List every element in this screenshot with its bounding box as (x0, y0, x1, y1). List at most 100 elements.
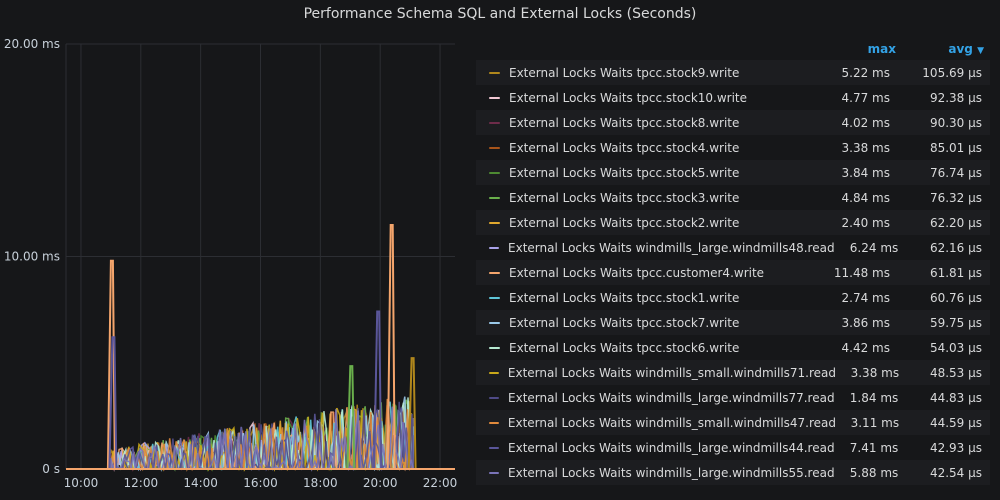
series-color-swatch[interactable] (489, 271, 500, 274)
legend-item[interactable]: External Locks Waits tpcc.stock4.write 3.… (476, 135, 990, 160)
series-avg: 62.20 µs (929, 215, 982, 230)
series-name[interactable]: External Locks Waits tpcc.stock7.write (509, 315, 740, 330)
series-color-swatch[interactable] (489, 396, 500, 399)
legend-item[interactable]: External Locks Waits tpcc.stock7.write 3.… (476, 310, 990, 335)
series-color-swatch[interactable] (489, 196, 500, 199)
series-name[interactable]: External Locks Waits tpcc.stock8.write (509, 115, 740, 130)
series-color-swatch[interactable] (489, 96, 500, 99)
series-avg: 54.03 µs (929, 340, 982, 355)
legend-item[interactable]: External Locks Waits windmills_small.win… (476, 410, 990, 435)
series-avg: 105.69 µs (922, 65, 982, 80)
legend-table: max avg ▼ External Locks Waits tpcc.stoc… (476, 38, 990, 485)
legend-rows: External Locks Waits tpcc.stock9.write 5.… (476, 60, 990, 485)
series-max: 3.86 ms (841, 315, 890, 330)
series-name[interactable]: External Locks Waits windmills_large.win… (508, 390, 835, 405)
legend-item[interactable]: External Locks Waits windmills_large.win… (476, 235, 990, 260)
panel-title: Performance Schema SQL and External Lock… (303, 6, 697, 22)
legend-item[interactable]: External Locks Waits tpcc.stock8.write 4.… (476, 110, 990, 135)
series-avg: 90.30 µs (929, 115, 982, 130)
legend-item[interactable]: External Locks Waits windmills_small.win… (476, 360, 990, 385)
series-name[interactable]: External Locks Waits tpcc.stock10.write (509, 90, 748, 105)
legend-item[interactable]: External Locks Waits windmills_large.win… (476, 385, 990, 410)
series-max: 11.48 ms (833, 265, 890, 280)
series-avg: 59.75 µs (929, 315, 982, 330)
series-max: 3.38 ms (850, 365, 900, 380)
series-max: 7.41 ms (849, 440, 899, 455)
series-max: 2.74 ms (841, 290, 890, 305)
series-avg: 44.59 µs (929, 415, 982, 430)
series-name[interactable]: External Locks Waits tpcc.stock4.write (509, 140, 740, 155)
x-tick-label: 14:00 (183, 476, 218, 490)
max-column-header[interactable]: max (867, 42, 896, 56)
series-avg: 76.74 µs (929, 165, 982, 180)
series-name[interactable]: External Locks Waits tpcc.stock5.write (509, 165, 740, 180)
series-max: 3.84 ms (841, 165, 890, 180)
series-name[interactable]: External Locks Waits windmills_small.win… (507, 365, 837, 380)
time-series-chart[interactable]: 0 s 10.00 ms 20.00 ms 10:00 12:00 14:00 16:00 1… (0, 30, 470, 490)
y-tick-label: 10.00 ms (4, 250, 60, 264)
legend-item[interactable]: External Locks Waits tpcc.stock1.write 2.… (476, 285, 990, 310)
chevron-down-icon: ▼ (977, 46, 984, 56)
series-max: 4.42 ms (841, 340, 890, 355)
series-color-swatch[interactable] (489, 246, 500, 249)
series-color-swatch[interactable] (489, 346, 500, 349)
series-max: 4.77 ms (841, 90, 890, 105)
series-avg: 92.38 µs (929, 90, 982, 105)
series-color-swatch[interactable] (489, 221, 500, 224)
series-peak (386, 224, 396, 470)
series-peak (108, 336, 118, 470)
x-tick-label: 12:00 (124, 476, 159, 490)
series-name[interactable]: External Locks Waits windmills_large.win… (508, 440, 835, 455)
series-avg: 85.01 µs (929, 140, 982, 155)
series-name[interactable]: External Locks Waits tpcc.stock9.write (509, 65, 740, 80)
series-color-swatch[interactable] (489, 421, 499, 424)
series-max: 4.84 ms (841, 190, 890, 205)
y-tick-label: 0 s (42, 462, 60, 476)
series-avg: 44.83 µs (929, 390, 982, 405)
legend-item[interactable]: External Locks Waits tpcc.stock9.write 5.… (476, 60, 990, 85)
series-avg: 48.53 µs (929, 365, 982, 380)
x-tick-label: 16:00 (243, 476, 278, 490)
legend-item[interactable]: External Locks Waits windmills_large.win… (476, 435, 990, 460)
series-color-swatch[interactable] (489, 71, 500, 74)
series-color-swatch[interactable] (489, 321, 500, 324)
legend-item[interactable]: External Locks Waits tpcc.stock5.write 3.… (476, 160, 990, 185)
series-name[interactable]: External Locks Waits windmills_small.win… (507, 415, 837, 430)
series-name[interactable]: External Locks Waits windmills_large.win… (508, 465, 835, 480)
series-color-swatch[interactable] (489, 446, 500, 449)
series-color-swatch[interactable] (489, 171, 500, 174)
series-name[interactable]: External Locks Waits tpcc.stock6.write (509, 340, 740, 355)
series-name[interactable]: External Locks Waits tpcc.stock1.write (509, 290, 740, 305)
series-max: 5.22 ms (841, 65, 890, 80)
series-max: 2.40 ms (841, 215, 890, 230)
chart-series (66, 224, 455, 472)
series-color-swatch[interactable] (489, 471, 500, 474)
series-avg: 60.76 µs (929, 290, 982, 305)
legend-item[interactable]: External Locks Waits windmills_large.win… (476, 460, 990, 485)
series-peak (407, 357, 417, 470)
series-color-swatch[interactable] (489, 296, 500, 299)
avg-column-header[interactable]: avg ▼ (896, 42, 990, 56)
series-avg: 42.54 µs (929, 465, 982, 480)
legend-item[interactable]: External Locks Waits tpcc.stock10.write 4… (476, 85, 990, 110)
series-avg: 61.81 µs (929, 265, 982, 280)
series-color-swatch[interactable] (489, 371, 499, 374)
series-max: 3.11 ms (850, 415, 900, 430)
series-line (66, 407, 455, 472)
legend-item[interactable]: External Locks Waits tpcc.stock3.write 4.… (476, 185, 990, 210)
legend-item[interactable]: External Locks Waits tpcc.stock2.write 2.… (476, 210, 990, 235)
y-tick-label: 20.00 ms (4, 37, 60, 51)
series-name[interactable]: External Locks Waits windmills_large.win… (508, 240, 835, 255)
legend-item[interactable]: External Locks Waits tpcc.stock6.write 4.… (476, 335, 990, 360)
series-avg: 62.16 µs (929, 240, 982, 255)
series-avg: 42.93 µs (929, 440, 982, 455)
legend-item[interactable]: External Locks Waits tpcc.customer4.writ… (476, 260, 990, 285)
series-name[interactable]: External Locks Waits tpcc.customer4.writ… (509, 265, 765, 280)
series-max: 1.84 ms (849, 390, 899, 405)
series-name[interactable]: External Locks Waits tpcc.stock2.write (509, 215, 740, 230)
series-max: 3.38 ms (841, 140, 890, 155)
series-peak (373, 310, 383, 470)
series-name[interactable]: External Locks Waits tpcc.stock3.write (509, 190, 740, 205)
series-color-swatch[interactable] (489, 121, 500, 124)
series-color-swatch[interactable] (489, 146, 500, 149)
